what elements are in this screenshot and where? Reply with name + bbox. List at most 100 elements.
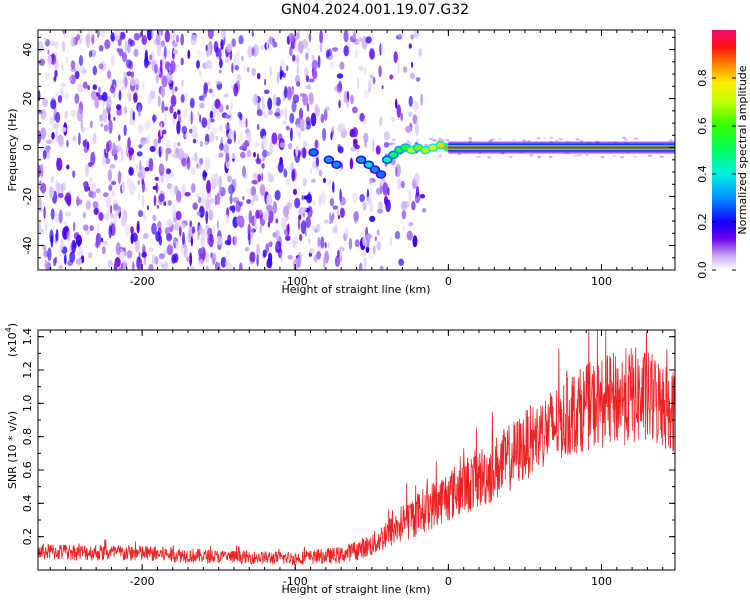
noise-blob (312, 200, 316, 207)
noise-blob (242, 195, 245, 201)
noise-blob (236, 73, 241, 83)
noise-blob (275, 218, 279, 224)
noise-blob (111, 180, 117, 186)
snr-plot-area (38, 330, 675, 570)
noise-blob (415, 122, 419, 136)
noise-blob (378, 201, 383, 211)
noise-blob (349, 157, 354, 170)
noise-blob (291, 168, 296, 182)
noise-blob (197, 111, 200, 116)
noise-blob (320, 113, 325, 124)
noise-blob (38, 130, 42, 144)
noise-blob (44, 259, 48, 269)
noise-blob (153, 138, 158, 148)
noise-blob (415, 102, 419, 110)
noise-blob (126, 43, 131, 54)
noise-blob (160, 40, 166, 47)
noise-blob (236, 215, 243, 227)
noise-blob (127, 137, 131, 150)
noise-blob (146, 30, 153, 41)
snr-scale-prefix: (x10 (6, 332, 19, 357)
noise-blob (172, 153, 178, 159)
noise-blob (358, 66, 364, 72)
noise-blob (633, 155, 638, 158)
noise-blob (355, 48, 358, 59)
spectrogram-y-ticks: -40 -20 0 20 40 (21, 36, 675, 271)
noise-blob (57, 121, 61, 128)
noise-blob (121, 180, 125, 194)
noise-blob (314, 139, 318, 149)
noise-blob (612, 154, 617, 157)
noise-blob (201, 117, 208, 128)
noise-blob (365, 196, 373, 206)
x-tick-label: -100 (283, 275, 308, 288)
noise-blob (49, 116, 53, 126)
noise-blob (169, 185, 176, 198)
noise-blob (173, 111, 177, 120)
noise-blob (238, 35, 244, 45)
noise-blob (227, 138, 232, 145)
noise-blob (320, 236, 325, 249)
noise-blob (177, 148, 184, 161)
noise-blob (251, 46, 255, 57)
noise-blob (201, 231, 205, 240)
noise-blob (219, 124, 222, 132)
noise-blob (191, 125, 198, 139)
noise-blob (302, 177, 307, 187)
noise-blob (258, 169, 262, 174)
noise-blob (282, 120, 288, 125)
noise-blob (141, 194, 145, 209)
noise-blob (186, 156, 191, 170)
noise-blob (38, 221, 42, 233)
noise-blob (311, 224, 316, 232)
noise-blob (331, 212, 335, 221)
noise-blob (334, 224, 338, 234)
noise-blob (45, 139, 52, 144)
noise-blob (315, 157, 319, 167)
noise-blob (169, 105, 174, 114)
noise-blob (511, 138, 516, 142)
noise-blob (43, 250, 49, 258)
noise-blob (206, 265, 209, 270)
noise-blob (250, 199, 255, 206)
noise-blob (211, 252, 217, 263)
noise-blob (110, 75, 113, 85)
noise-blob (289, 45, 293, 57)
noise-blob (113, 262, 118, 270)
noise-blob (157, 137, 161, 144)
noise-blob (401, 209, 407, 220)
noise-blob (115, 242, 121, 256)
noise-blob (199, 141, 204, 147)
noise-blob (318, 194, 322, 208)
noise-blob (98, 63, 104, 70)
noise-blob (293, 32, 300, 41)
noise-blob (398, 258, 404, 266)
noise-blob (259, 183, 266, 196)
noise-blob (339, 123, 346, 132)
noise-blob (408, 222, 414, 227)
noise-blob (369, 74, 374, 79)
x-tick-label: -200 (130, 575, 155, 588)
noise-blob (177, 142, 181, 147)
noise-blob (171, 204, 176, 217)
noise-blob (414, 30, 420, 39)
noise-blob (267, 221, 271, 228)
noise-blob (299, 93, 305, 98)
noise-blob (152, 214, 157, 222)
noise-blob (256, 72, 261, 80)
noise-blob (175, 210, 182, 221)
snr-panel: -200 -100 0 100 0.2 0.4 0.6 0.8 1.0 1.2 1.4 Heigh… (4, 323, 676, 596)
noise-blob (151, 30, 154, 39)
noise-blob (272, 94, 277, 106)
noise-blob (148, 54, 153, 61)
noise-blob (154, 63, 158, 74)
noise-blob (371, 33, 374, 47)
noise-blob (102, 153, 106, 167)
noise-blob (352, 192, 358, 204)
noise-blob (134, 78, 140, 91)
noise-blob (76, 191, 81, 197)
noise-blob (42, 244, 47, 252)
noise-blob (287, 223, 290, 236)
noise-blob (238, 139, 240, 145)
